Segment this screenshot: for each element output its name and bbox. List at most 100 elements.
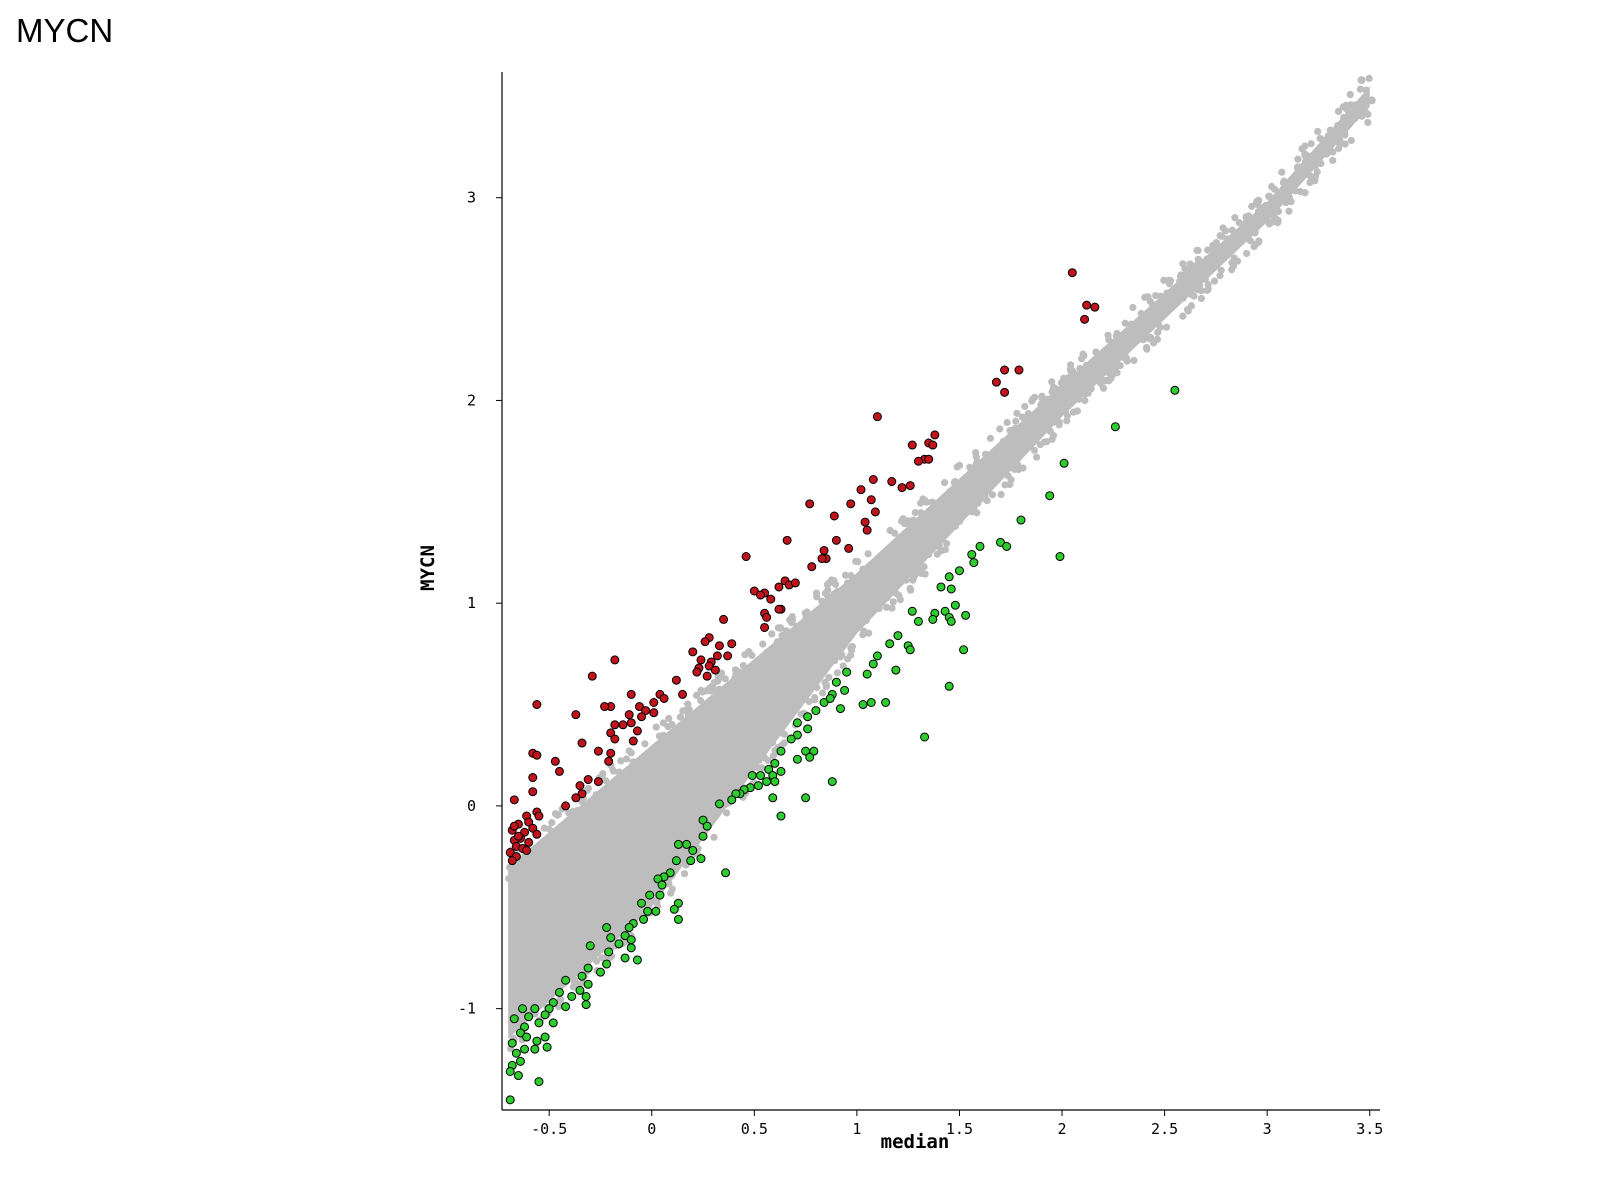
background-point	[1301, 189, 1309, 197]
down-point	[954, 566, 964, 576]
background-point	[1166, 276, 1175, 285]
background-point	[610, 779, 618, 787]
background-point	[864, 550, 872, 558]
background-point	[667, 889, 675, 897]
background-point	[831, 656, 839, 665]
up-point	[634, 702, 644, 712]
background-point	[584, 784, 593, 793]
background-point	[803, 608, 811, 616]
down-point	[944, 572, 954, 582]
up-point	[924, 454, 934, 464]
background-point	[1326, 126, 1334, 134]
background-point	[1032, 453, 1041, 461]
background-point	[943, 539, 951, 548]
down-point	[606, 933, 616, 943]
up-point	[649, 698, 659, 708]
background-point	[1166, 302, 1174, 310]
background-point	[650, 752, 659, 760]
up-point	[528, 787, 538, 797]
background-point	[680, 870, 689, 878]
up-point	[727, 639, 737, 649]
background-point	[1274, 219, 1282, 227]
up-point	[593, 777, 603, 787]
up-point	[762, 612, 772, 622]
background-point	[746, 670, 754, 678]
background-point	[1329, 148, 1337, 156]
up-point	[524, 817, 534, 827]
background-point	[584, 802, 592, 810]
background-point	[957, 483, 965, 491]
background-point	[1057, 379, 1066, 387]
background-point	[1065, 374, 1073, 382]
down-point	[682, 839, 692, 849]
up-point	[704, 661, 714, 671]
background-point	[1216, 232, 1224, 240]
down-point	[842, 667, 852, 677]
background-point	[1340, 113, 1348, 122]
background-point	[546, 990, 554, 998]
background-point	[919, 547, 927, 555]
down-point	[595, 967, 605, 977]
background-point	[1049, 386, 1058, 394]
background-point	[1340, 128, 1349, 136]
down-point	[673, 898, 683, 908]
background-point	[1194, 246, 1202, 255]
background-point	[955, 461, 964, 469]
background-point	[1145, 313, 1153, 321]
background-point	[798, 692, 807, 701]
up-point	[618, 720, 628, 730]
up-point	[532, 829, 542, 839]
down-point	[636, 898, 646, 908]
background-point	[973, 457, 981, 466]
background-point	[1341, 140, 1349, 148]
background-point	[1130, 356, 1138, 365]
down-point	[511, 1048, 521, 1058]
up-point	[626, 689, 636, 699]
background-point	[773, 638, 781, 646]
up-point	[577, 738, 587, 748]
down-point	[515, 1056, 525, 1066]
background-point	[1082, 361, 1091, 370]
x-tick-label: 2	[1058, 1120, 1067, 1138]
background-point	[854, 558, 862, 566]
down-point	[905, 645, 915, 655]
background-point	[1210, 277, 1219, 285]
down-point	[513, 1071, 523, 1081]
down-point	[946, 616, 956, 626]
down-point	[819, 698, 829, 708]
down-point	[585, 941, 595, 951]
background-point	[678, 723, 686, 731]
background-point	[909, 576, 917, 584]
up-point	[626, 718, 636, 728]
background-point	[541, 837, 549, 845]
up-point	[604, 756, 614, 766]
down-point	[671, 856, 681, 866]
up-point	[700, 637, 710, 647]
background-point	[853, 622, 861, 631]
up-point	[866, 495, 876, 505]
background-point	[1223, 237, 1231, 246]
down-point	[534, 1018, 544, 1028]
background-point	[1367, 96, 1376, 105]
background-point	[690, 839, 698, 847]
background-point	[685, 705, 693, 713]
up-point	[583, 775, 593, 785]
background-point	[1191, 284, 1199, 292]
background-point	[1229, 262, 1238, 270]
up-point	[532, 750, 542, 760]
down-point	[602, 923, 612, 933]
background-point	[1104, 331, 1112, 339]
down-point	[639, 914, 649, 924]
up-point	[688, 647, 698, 657]
down-point	[561, 975, 571, 985]
background-point	[1040, 438, 1049, 446]
background-point	[802, 621, 810, 629]
background-point	[836, 653, 845, 661]
background-point	[977, 485, 985, 493]
up-point	[528, 823, 538, 833]
background-point	[1346, 90, 1354, 99]
x-tick-label: 3	[1263, 1120, 1272, 1138]
background-point	[723, 809, 731, 817]
background-point	[1187, 302, 1196, 310]
background-point	[1329, 156, 1337, 165]
